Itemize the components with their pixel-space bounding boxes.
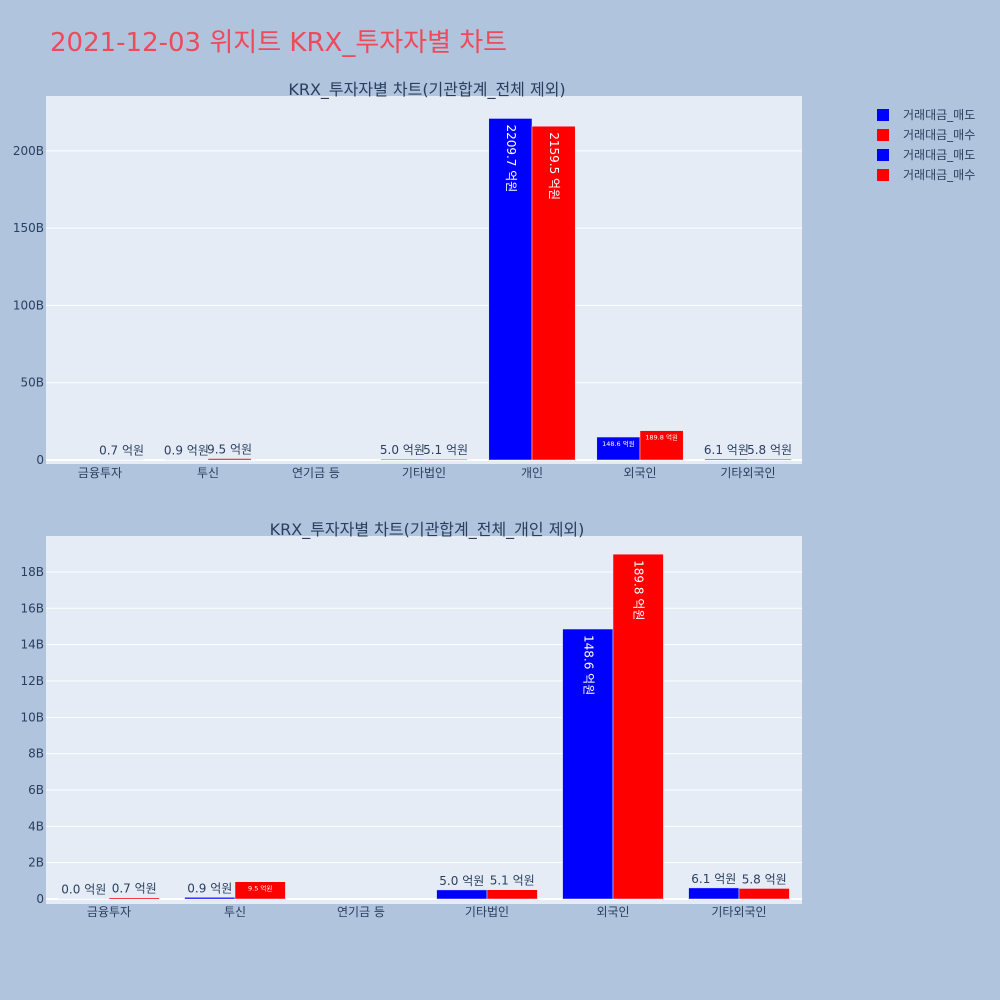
x-tick-label: 기타법인 — [465, 905, 509, 919]
y-tick-label: 50B — [20, 376, 44, 390]
legend-label: 거래대금_매도 — [903, 148, 975, 162]
bar — [423, 458, 468, 461]
data-label: 0.7 억원 — [112, 882, 157, 896]
chart-2: 0 2B 4B 6B 8B 10B 12B 14B 16B 18B KRX_투자자별 차트(기관합계… — [20, 520, 802, 919]
data-label: 9.5 억원 — [248, 884, 272, 893]
bar — [531, 125, 576, 461]
bar — [639, 430, 684, 461]
plot-area — [46, 536, 802, 904]
data-label: 0.0 억원 — [61, 883, 106, 897]
y-tick-label: 10B — [20, 710, 44, 724]
page-title: 2021-12-03 위지트 KRX_투자자별 차트 — [50, 28, 508, 58]
x-tick-label: 연기금 등 — [292, 466, 340, 480]
bar — [488, 118, 533, 461]
legend-label: 거래대금_매도 — [903, 108, 975, 122]
y-tick-label: 14B — [20, 638, 44, 652]
x-tick-label: 외국인 — [623, 466, 656, 480]
bar — [99, 459, 144, 461]
y-tick-label: 150B — [13, 221, 44, 235]
y-tick-label: 8B — [28, 747, 44, 761]
data-label: 6.1 억원 — [704, 443, 749, 457]
data-label: 2159.5 억원 — [547, 132, 561, 200]
data-label: 6.1 억원 — [691, 872, 736, 886]
bar — [164, 459, 209, 461]
bar — [704, 458, 749, 461]
x-tick-label: 기타외국인 — [720, 466, 775, 480]
data-label: 9.5 억원 — [207, 443, 252, 457]
chart-title: KRX_투자자별 차트(기관합계_전체_개인 제외) — [270, 520, 585, 540]
x-tick-label: 투신 — [224, 905, 246, 919]
data-label: 148.6 억원 — [581, 635, 595, 695]
bar — [747, 458, 792, 461]
bar — [486, 889, 538, 900]
data-label: 5.0 억원 — [380, 443, 425, 457]
data-label: 189.8 억원 — [645, 433, 678, 442]
y-tick-label: 12B — [20, 674, 44, 688]
y-tick-label: 6B — [28, 783, 44, 797]
bar — [688, 887, 740, 900]
x-tick-label: 외국인 — [596, 905, 629, 919]
chart-title: KRX_투자자별 차트(기관합계_전체 제외) — [288, 80, 565, 100]
y-tick-label: 200B — [13, 144, 44, 158]
bar — [612, 553, 664, 900]
data-label: 5.8 억원 — [742, 872, 787, 886]
y-tick-label: 100B — [13, 298, 44, 312]
data-label: 5.0 억원 — [439, 874, 484, 888]
data-label: 0.9 억원 — [164, 444, 209, 458]
x-tick-label: 투신 — [197, 466, 219, 480]
data-label: 0.7 억원 — [99, 444, 144, 458]
bar — [562, 628, 614, 900]
data-label: 0.9 억원 — [187, 881, 232, 895]
legend-label: 거래대금_매수 — [903, 128, 975, 142]
data-label: 148.6 억원 — [602, 439, 635, 448]
y-tick-label: 16B — [20, 601, 44, 615]
bar — [184, 897, 236, 900]
legend-swatch — [877, 109, 889, 121]
x-tick-label: 기타법인 — [402, 466, 446, 480]
data-label: 2209.7 억원 — [504, 124, 518, 192]
x-tick-label: 연기금 등 — [337, 905, 385, 919]
y-tick-label: 2B — [28, 856, 44, 870]
bar — [436, 889, 488, 900]
bar — [234, 881, 286, 900]
chart-1: 0 50B 100B 150B 200B KRX_투자자별 차트(기관합계_전체 제외) 금… — [13, 80, 802, 480]
x-tick-label: 금융투자 — [78, 466, 122, 480]
y-tick-label: 0 — [36, 892, 44, 906]
y-tick-label: 4B — [28, 819, 44, 833]
bar — [58, 898, 110, 900]
legend-swatch — [877, 149, 889, 161]
data-label: 5.1 억원 — [423, 443, 468, 457]
legend-swatch — [877, 129, 889, 141]
bar — [380, 458, 425, 461]
bar — [207, 458, 252, 461]
bar — [738, 888, 790, 900]
y-tick-label: 18B — [20, 565, 44, 579]
plot-area — [46, 96, 802, 464]
legend-label: 거래대금_매수 — [903, 168, 975, 182]
data-label: 189.8 억원 — [632, 560, 646, 620]
x-tick-label: 개인 — [521, 466, 543, 480]
bar — [108, 897, 160, 900]
x-tick-label: 금융투자 — [87, 905, 131, 919]
x-tick-label: 기타외국인 — [711, 905, 766, 919]
data-label: 5.8 억원 — [747, 443, 792, 457]
y-tick-label: 0 — [36, 453, 44, 467]
data-label: 5.1 억원 — [490, 874, 535, 888]
legend-swatch — [877, 169, 889, 181]
